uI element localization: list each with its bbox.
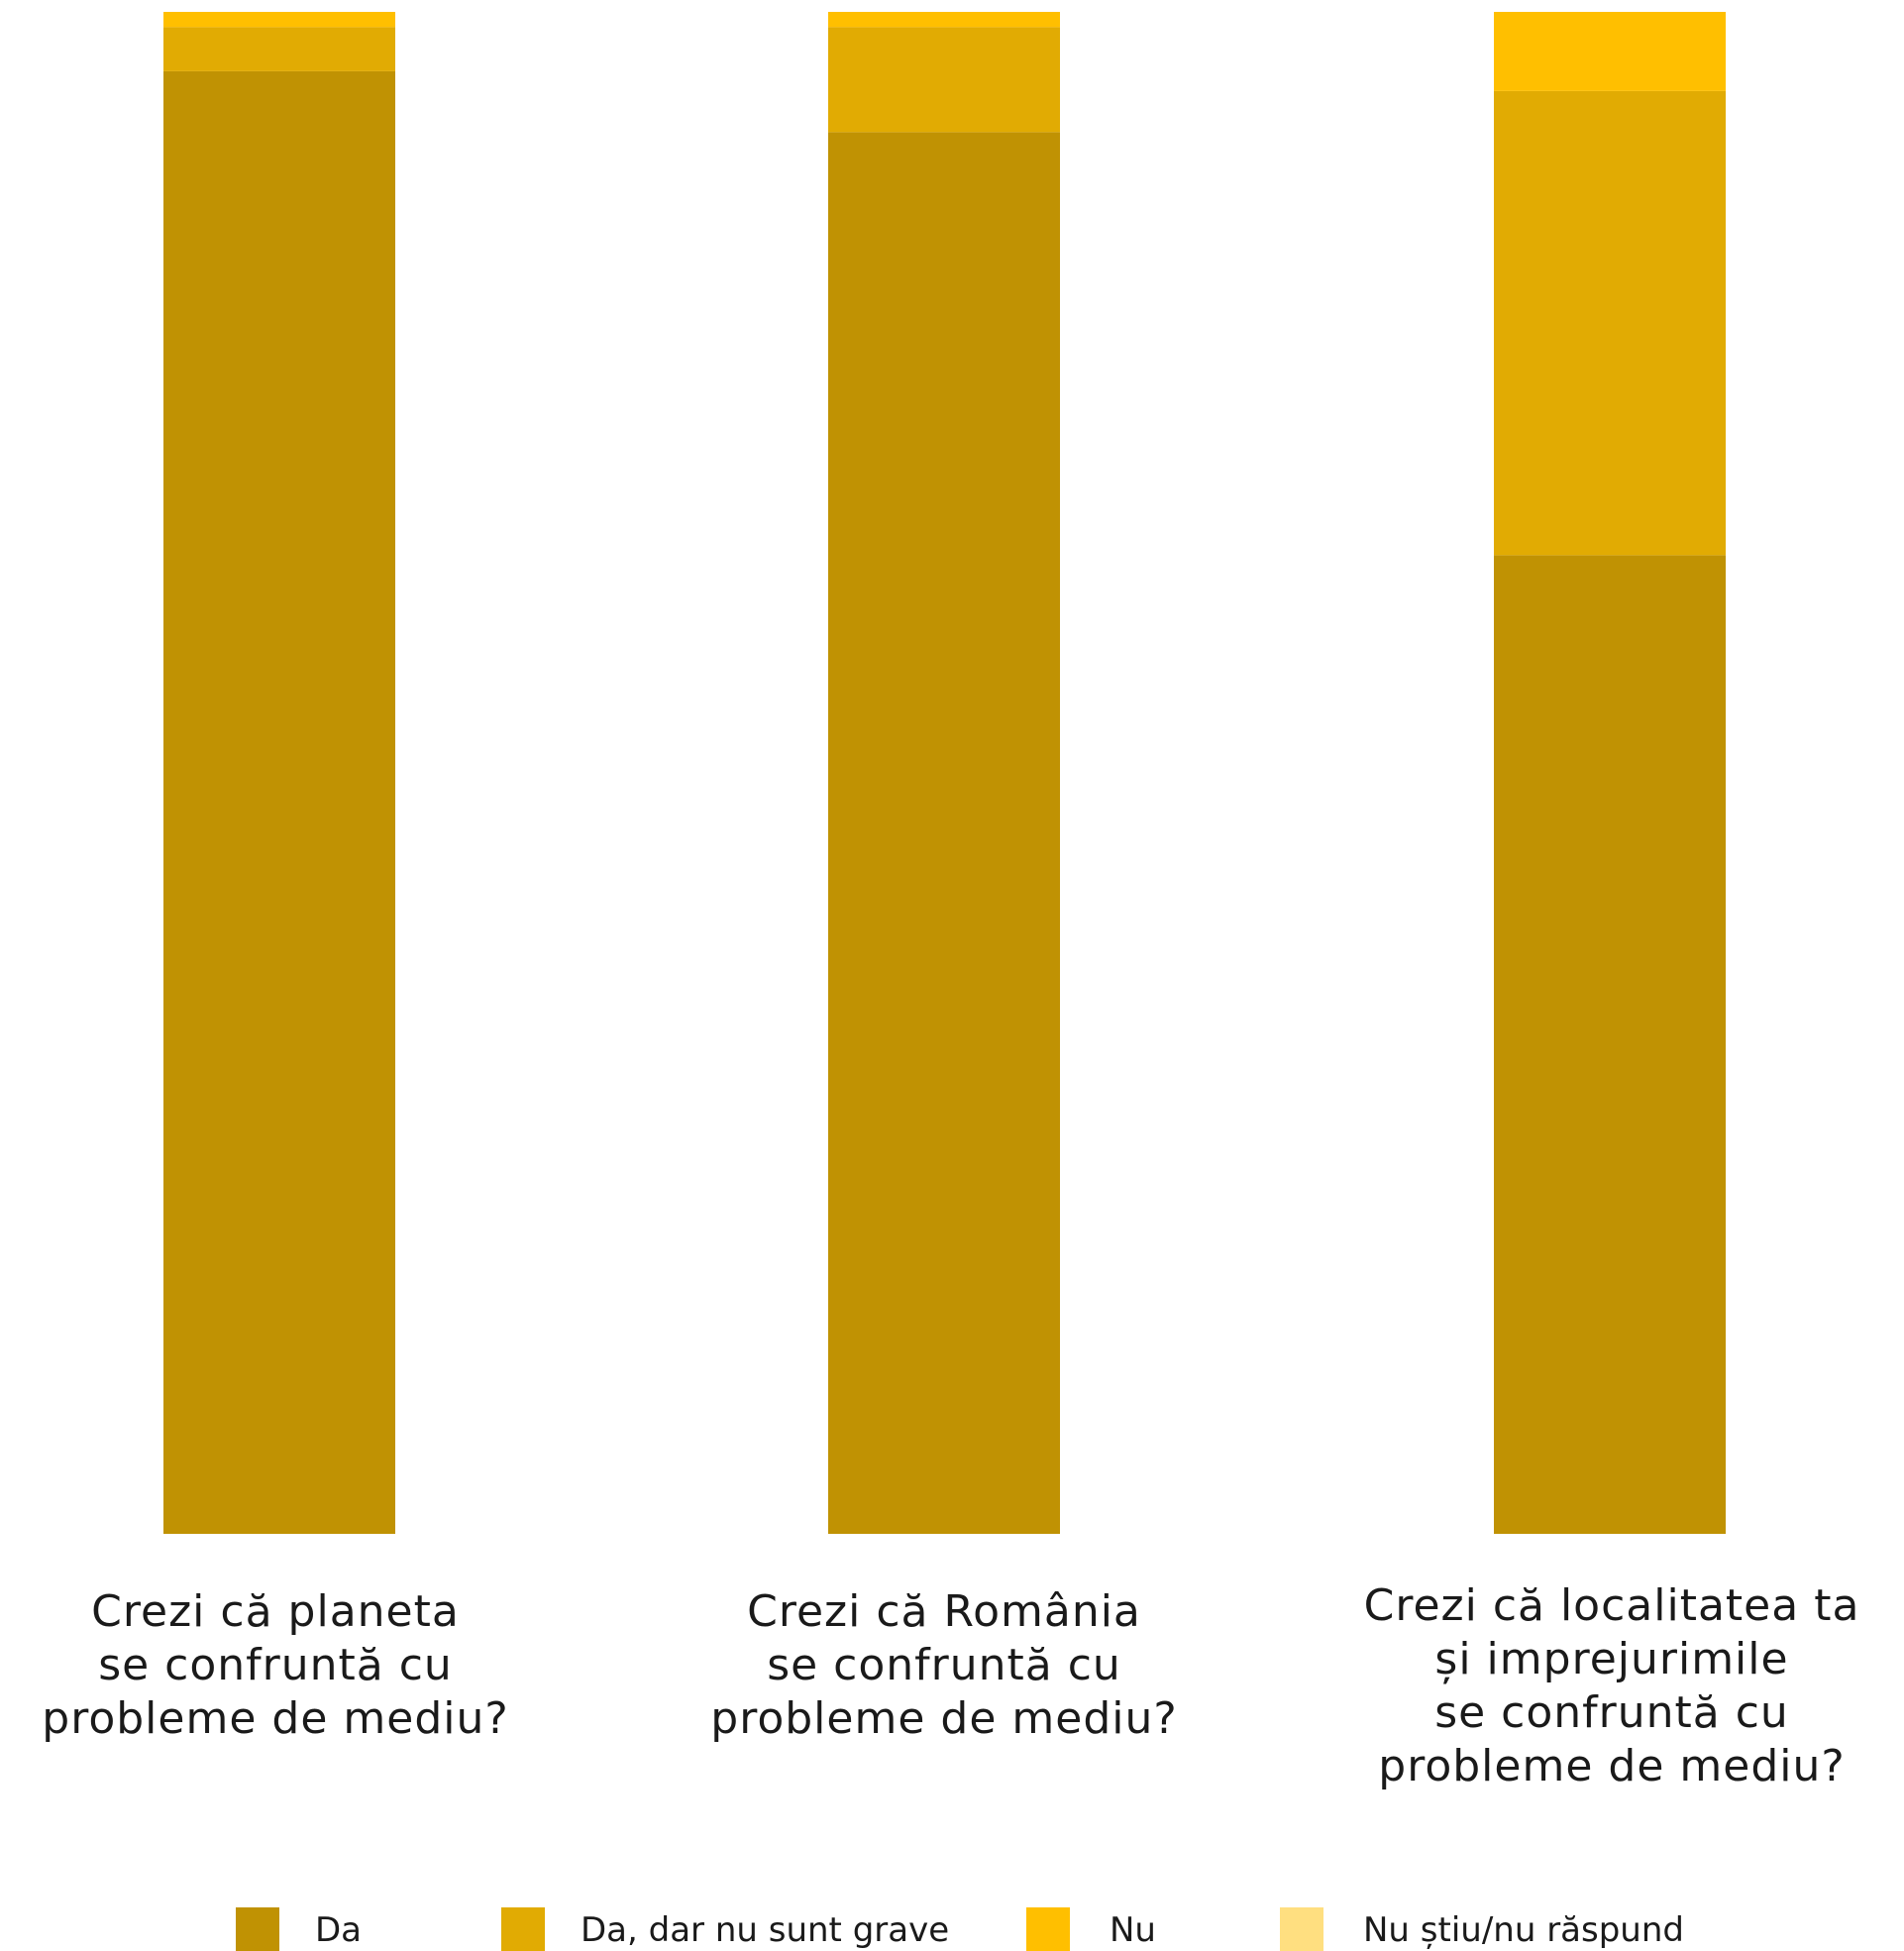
bars-group [163,12,1726,1535]
legend-label-nu: Nu [1110,1910,1156,1950]
legend-swatch-da-dar-nu-sunt-grave [501,1907,545,1951]
legend-swatch-nu-stiu-nu-raspund [1280,1907,1323,1951]
legend-swatch-nu [1026,1907,1070,1951]
category-label-planeta: Crezi că planeta se confruntă cu problem… [42,1586,509,1744]
legend-label-da-dar-nu-sunt-grave: Da, dar nu sunt grave [581,1910,950,1950]
bar-segment-planeta-da-dar-nu-sunt-grave [163,27,395,71]
bar-segment-localitatea-da-dar-nu-sunt-grave [1494,90,1726,556]
category-label-localitatea: Crezi că localitatea ta și imprejurimile… [1363,1580,1860,1791]
legend: Da Da, dar nu sunt grave Nu Nu știu/nu r… [0,1907,1904,1951]
legend-swatch-da [236,1907,279,1951]
bar-segment-localitatea-da [1494,555,1726,1534]
legend-label-nu-stiu-nu-raspund: Nu știu/nu răspund [1363,1910,1684,1950]
bar-segment-romania-da [828,132,1060,1535]
bar-segment-romania-nu [828,12,1060,28]
category-label-romania: Crezi că România se confruntă cu problem… [710,1586,1178,1744]
bar-segment-localitatea-nu [1494,12,1726,91]
legend-label-da: Da [315,1910,363,1950]
bar-segment-romania-da-dar-nu-sunt-grave [828,27,1060,133]
bar-segment-planeta-nu [163,12,395,28]
bar-segment-planeta-da [163,70,395,1534]
